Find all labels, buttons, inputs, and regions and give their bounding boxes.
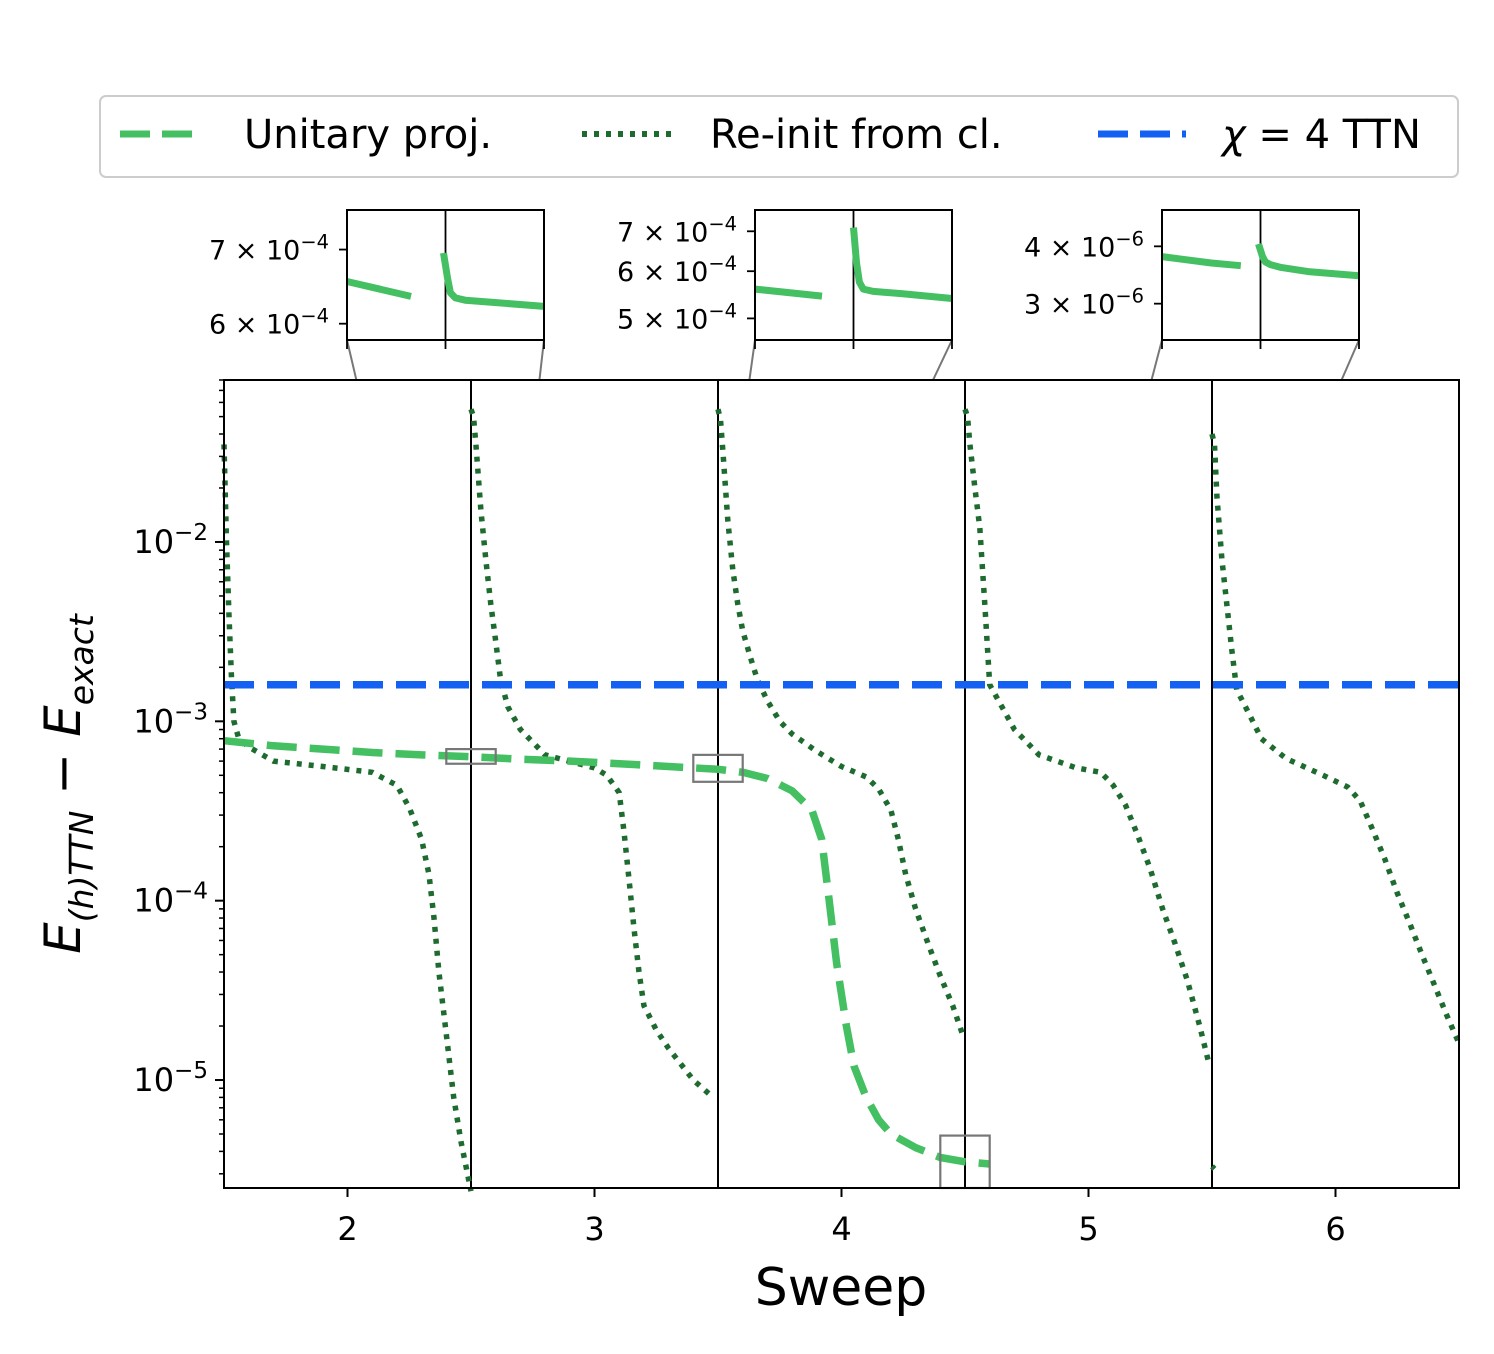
- legend-label-unitary: Unitary proj.: [244, 112, 492, 158]
- inset-y-tick-label: 3 × 10−6: [1024, 285, 1144, 321]
- y-axis-ticks: 10−5 10−4 10−3 10−2: [133, 379, 224, 1175]
- inset-series-line: [850, 227, 953, 302]
- inset-3: 3 × 10−6 4 × 10−6: [1024, 209, 1360, 349]
- x-tick-label: 6: [1325, 1210, 1345, 1248]
- series-line: [223, 736, 991, 1168]
- y-axis-label: E(h)TTN − Eexact: [34, 613, 101, 954]
- y-tick-label: 10−3: [133, 699, 208, 740]
- zoom-box: [692, 753, 744, 783]
- y-tick-label: 10−2: [133, 520, 208, 561]
- inset-1: 6 × 10−4 7 × 10−4: [209, 209, 545, 349]
- main-plot: 2 3 4 5 6 10−5 10−4 10−3 10−2: [133, 379, 1462, 1248]
- legend-box: [99, 95, 1459, 178]
- x-tick-label: 3: [584, 1210, 604, 1248]
- inset-series-line: [1161, 253, 1242, 270]
- inset-series-line: [346, 278, 412, 300]
- inset-series-line: [754, 285, 823, 300]
- legend: Unitary proj. Re-init from cl. χ = 4 TTN: [99, 95, 1459, 178]
- inset-y-tick-label: 5 × 10−4: [617, 299, 737, 335]
- inset-y-tick-label: 7 × 10−4: [617, 212, 737, 248]
- inset-y-tick-label: 6 × 10−4: [209, 305, 329, 341]
- series-line: [1209, 433, 1462, 1045]
- y-tick-label: 10−4: [133, 879, 208, 920]
- insets: 6 × 10−4 7 × 10−4 5 × 10−4 6 × 10−4 7 × 10−4…: [209, 209, 1360, 349]
- series-line: [221, 444, 474, 1192]
- legend-label-chi4: χ = 4 TTN: [1220, 112, 1421, 158]
- plot-area: [224, 380, 1459, 1188]
- legend-label-reinit: Re-init from cl.: [710, 112, 1003, 158]
- y-tick-label: 10−5: [133, 1058, 208, 1099]
- series-layer: [221, 408, 1462, 1192]
- inset-y-tick-label: 6 × 10−4: [617, 252, 737, 288]
- sweep-boundaries: [470, 380, 1213, 1188]
- inset-series-line: [1255, 242, 1360, 280]
- series-line: [1210, 1164, 1217, 1171]
- x-axis-ticks: 2 3 4 5 6: [337, 1188, 1346, 1248]
- inset-2: 5 × 10−4 6 × 10−4 7 × 10−4: [617, 209, 953, 349]
- series-line: [962, 408, 1213, 1067]
- inset-y-tick-label: 7 × 10−4: [209, 231, 329, 267]
- x-axis-label: Sweep: [755, 1258, 928, 1318]
- inset-series-line: [440, 252, 545, 310]
- series-line: [468, 408, 715, 1100]
- x-tick-label: 5: [1078, 1210, 1098, 1248]
- x-tick-label: 2: [337, 1210, 357, 1248]
- zoom-box: [445, 748, 497, 765]
- inset-y-tick-label: 4 × 10−6: [1024, 227, 1144, 263]
- x-tick-label: 4: [831, 1210, 851, 1248]
